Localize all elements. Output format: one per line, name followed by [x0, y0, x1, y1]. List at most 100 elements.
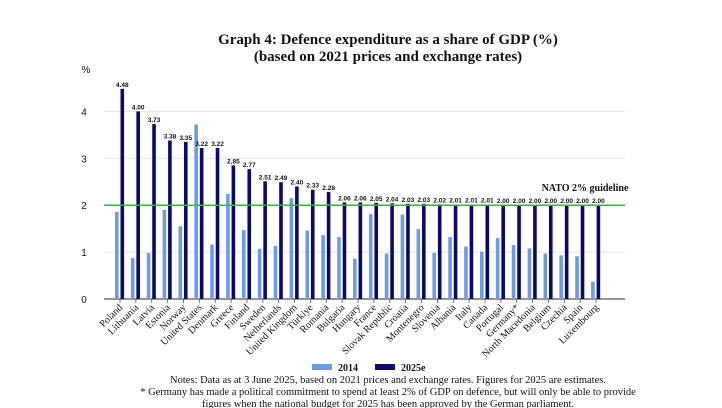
- bar-2014: [543, 253, 548, 299]
- note-line-1: Notes: Data as at 3 June 2025, based on …: [170, 375, 606, 386]
- bar-2014: [162, 209, 167, 299]
- chart-title: Graph 4: Defence expenditure as a share …: [218, 32, 558, 48]
- data-label-2025e: 2.00: [576, 198, 589, 205]
- bar-2025e: [310, 189, 315, 299]
- legend: 2014 2025e: [312, 363, 426, 374]
- bar-2025e: [279, 182, 283, 299]
- data-label-2025e: 2.03: [402, 197, 415, 204]
- bar-2025e: [358, 202, 363, 299]
- bar-2025e: [120, 88, 125, 299]
- bar-2025e: [326, 192, 331, 299]
- nato-guideline-label: NATO 2% guideline: [542, 183, 629, 194]
- data-label-2025e: 3.73: [148, 117, 161, 124]
- data-label-2025e: 4.00: [132, 104, 145, 111]
- bar-2014: [146, 253, 151, 299]
- bar-2025e: [533, 205, 537, 299]
- data-label-2025e: 2.00: [497, 198, 510, 205]
- data-label-2025e: 3.22: [195, 141, 208, 148]
- bar-2014: [353, 258, 357, 299]
- bar-2025e: [374, 202, 379, 299]
- data-label-2025e: 3.35: [179, 135, 192, 142]
- category-labels: PolandLithuaniaLatviaEstoniaNorwayUnited…: [98, 302, 602, 360]
- bar-2014: [257, 248, 262, 299]
- bar-2014: [416, 229, 421, 299]
- bar-2014: [384, 253, 389, 299]
- bar-2014: [289, 198, 294, 299]
- bar-2025e: [199, 147, 204, 299]
- bar-2025e: [422, 203, 426, 299]
- bar-2025e: [437, 204, 442, 299]
- bar-2025e: [231, 165, 236, 299]
- y-tick-label: 2: [81, 201, 87, 212]
- legend-label-2025e: 2025e: [401, 363, 426, 374]
- y-tick-label: 1: [81, 248, 87, 259]
- bar-2014: [305, 230, 310, 299]
- bar-2025e: [183, 141, 188, 299]
- data-label-2025e: 2.85: [227, 158, 240, 165]
- bar-2014: [241, 230, 246, 299]
- bar-2025e: [564, 205, 569, 299]
- bar-2025e: [580, 205, 585, 299]
- data-label-2025e: 2.00: [560, 198, 573, 205]
- bar-2014: [591, 281, 595, 299]
- bar-2014: [464, 246, 468, 299]
- legend-swatch-2014: [312, 364, 332, 370]
- bar-2025e: [517, 205, 521, 299]
- data-label-2025e: 4.48: [116, 82, 129, 89]
- bar-2014: [273, 246, 278, 299]
- bar-2014: [575, 256, 579, 299]
- bars: [115, 88, 601, 300]
- data-label-2025e: 2.06: [354, 195, 367, 202]
- data-label-2025e: 2.06: [338, 195, 351, 202]
- bar-2025e: [406, 203, 410, 299]
- bar-2014: [511, 245, 516, 299]
- chart-subtitle: (based on 2021 prices and exchange rates…: [254, 49, 522, 65]
- y-tick-label: 0: [81, 295, 87, 306]
- data-label-2025e: 2.33: [306, 183, 319, 190]
- y-axis-label: %: [82, 65, 91, 76]
- data-label-2025e: 2.02: [433, 197, 446, 204]
- note-line-2: * Germany has made a political commitmen…: [140, 387, 636, 398]
- data-label-2025e: 2.51: [259, 174, 272, 181]
- data-label-2025e: 2.00: [529, 198, 542, 205]
- bar-2025e: [548, 205, 553, 299]
- bar-2014: [321, 235, 325, 299]
- note-line-3: figures when the national budget for 202…: [202, 399, 574, 408]
- y-tick-label: 4: [81, 107, 87, 118]
- bar-2025e: [390, 203, 394, 299]
- bar-2014: [130, 258, 135, 299]
- data-labels: 4.484.003.733.38 3.353.22 3.222.852.772.51…: [116, 82, 605, 205]
- y-tick-labels: 0 1 2 3 4: [81, 107, 87, 306]
- data-label-2025e: 2.77: [243, 162, 256, 169]
- bar-2014: [210, 244, 214, 299]
- data-label-2025e: 3.22: [211, 141, 224, 148]
- bar-2025e: [596, 205, 601, 299]
- bar-2014: [178, 226, 183, 299]
- bar-2025e: [263, 181, 267, 299]
- bar-2014: [368, 214, 373, 299]
- bar-2014: [527, 248, 532, 299]
- data-label-2025e: 2.00: [513, 198, 526, 205]
- data-label-2025e: 2.40: [291, 179, 304, 186]
- data-label-2025e: 2.00: [592, 198, 605, 205]
- bar-2025e: [469, 204, 474, 299]
- data-label-2025e: 2.49: [275, 175, 288, 182]
- bar-2014: [115, 211, 119, 299]
- bar-2025e: [215, 147, 220, 299]
- bar-2014: [337, 237, 341, 299]
- bar-2025e: [485, 204, 490, 299]
- data-label-2025e: 2.04: [386, 196, 399, 203]
- bar-2014: [432, 253, 436, 299]
- data-label-2025e: 2.01: [449, 198, 462, 205]
- bar-2014: [226, 193, 230, 299]
- data-label-2025e: 3.38: [164, 133, 177, 140]
- bar-2025e: [168, 140, 172, 299]
- bar-2014: [194, 124, 198, 299]
- data-label-2025e: 2.01: [481, 198, 494, 205]
- bar-2025e: [247, 169, 252, 299]
- legend-swatch-2025e: [375, 364, 395, 370]
- data-label-2025e: 2.00: [544, 198, 557, 205]
- bar-2025e: [342, 202, 347, 299]
- data-label-2025e: 2.03: [418, 197, 431, 204]
